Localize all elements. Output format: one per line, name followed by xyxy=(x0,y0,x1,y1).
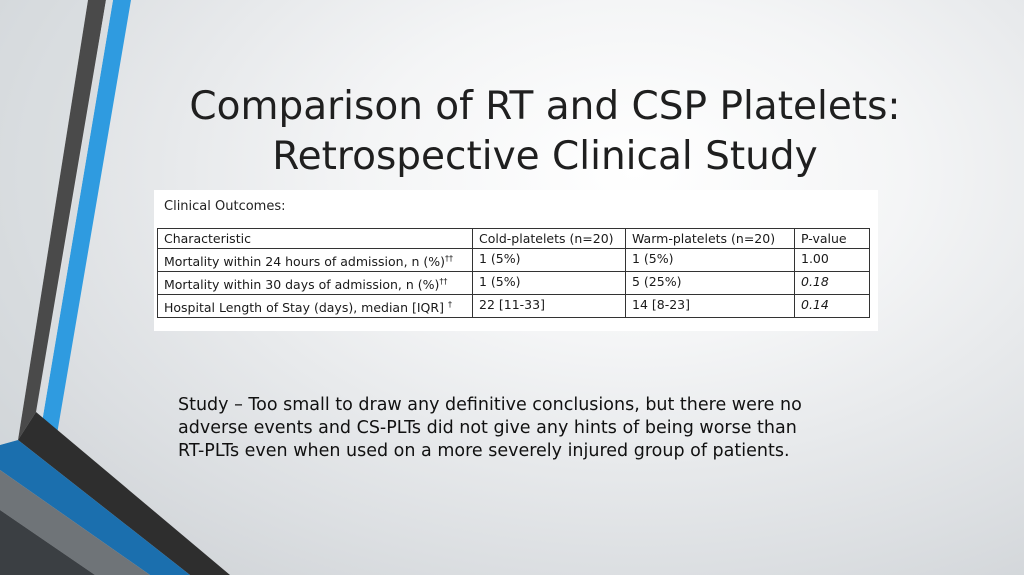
cell-cold: 22 [11-33] xyxy=(472,294,626,319)
header-p-value: P-value xyxy=(794,228,870,249)
stripe-blue xyxy=(39,0,131,440)
table-header-row: Characteristic Cold-platelets (n=20) War… xyxy=(157,228,870,249)
cell-cold: 1 (5%) xyxy=(472,271,626,296)
table-row: Mortality within 30 days of admission, n… xyxy=(157,271,870,296)
slide-title: Comparison of RT and CSP Platelets: Retr… xyxy=(130,82,960,182)
header-characteristic: Characteristic xyxy=(157,228,473,249)
stripe-light xyxy=(33,0,113,440)
footnote-mark: † xyxy=(447,300,452,310)
table-heading: Clinical Outcomes: xyxy=(164,199,286,214)
cell-warm: 5 (25%) xyxy=(625,271,795,296)
footnote-mark: †† xyxy=(445,254,454,263)
stripe-lower-dark xyxy=(18,412,230,575)
cell-characteristic: Mortality within 24 hours of admission, … xyxy=(157,247,473,273)
clinical-outcomes-table: Characteristic Cold-platelets (n=20) War… xyxy=(157,228,870,319)
clinical-outcomes-table-image: Clinical Outcomes: Characteristic Cold-p… xyxy=(154,190,878,331)
study-conclusion-text: Study – Too small to draw any definitive… xyxy=(178,395,802,461)
stripe-left-edge xyxy=(0,0,88,445)
cell-p-value: 0.14 xyxy=(794,294,870,319)
slide-title-line-1: Comparison of RT and CSP Platelets: xyxy=(189,84,901,129)
cell-p-value: 1.00 xyxy=(794,247,870,273)
cell-warm: 14 [8-23] xyxy=(625,294,795,319)
characteristic-text: Mortality within 30 days of admission, n… xyxy=(164,277,440,293)
cell-cold: 1 (5%) xyxy=(472,247,626,273)
table-row: Mortality within 24 hours of admission, … xyxy=(157,247,870,273)
stripe-dark-gray xyxy=(18,0,106,440)
characteristic-text: Mortality within 24 hours of admission, … xyxy=(164,254,446,270)
stripe-lower-blue xyxy=(0,440,190,575)
cell-p-value: 0.18 xyxy=(794,271,870,296)
corner-dark xyxy=(0,510,95,575)
header-warm-platelets: Warm-platelets (n=20) xyxy=(625,228,795,249)
header-cold-platelets: Cold-platelets (n=20) xyxy=(472,228,626,249)
slide-title-line-2: Retrospective Clinical Study xyxy=(272,134,818,179)
cell-characteristic: Hospital Length of Stay (days), median [… xyxy=(157,294,473,319)
cell-characteristic: Mortality within 30 days of admission, n… xyxy=(157,271,473,296)
stripe-lower-gray xyxy=(0,470,150,575)
characteristic-text: Hospital Length of Stay (days), median [… xyxy=(164,300,444,316)
cell-warm: 1 (5%) xyxy=(625,247,795,273)
footnote-mark: †† xyxy=(439,277,448,287)
table-row: Hospital Length of Stay (days), median [… xyxy=(157,294,870,319)
